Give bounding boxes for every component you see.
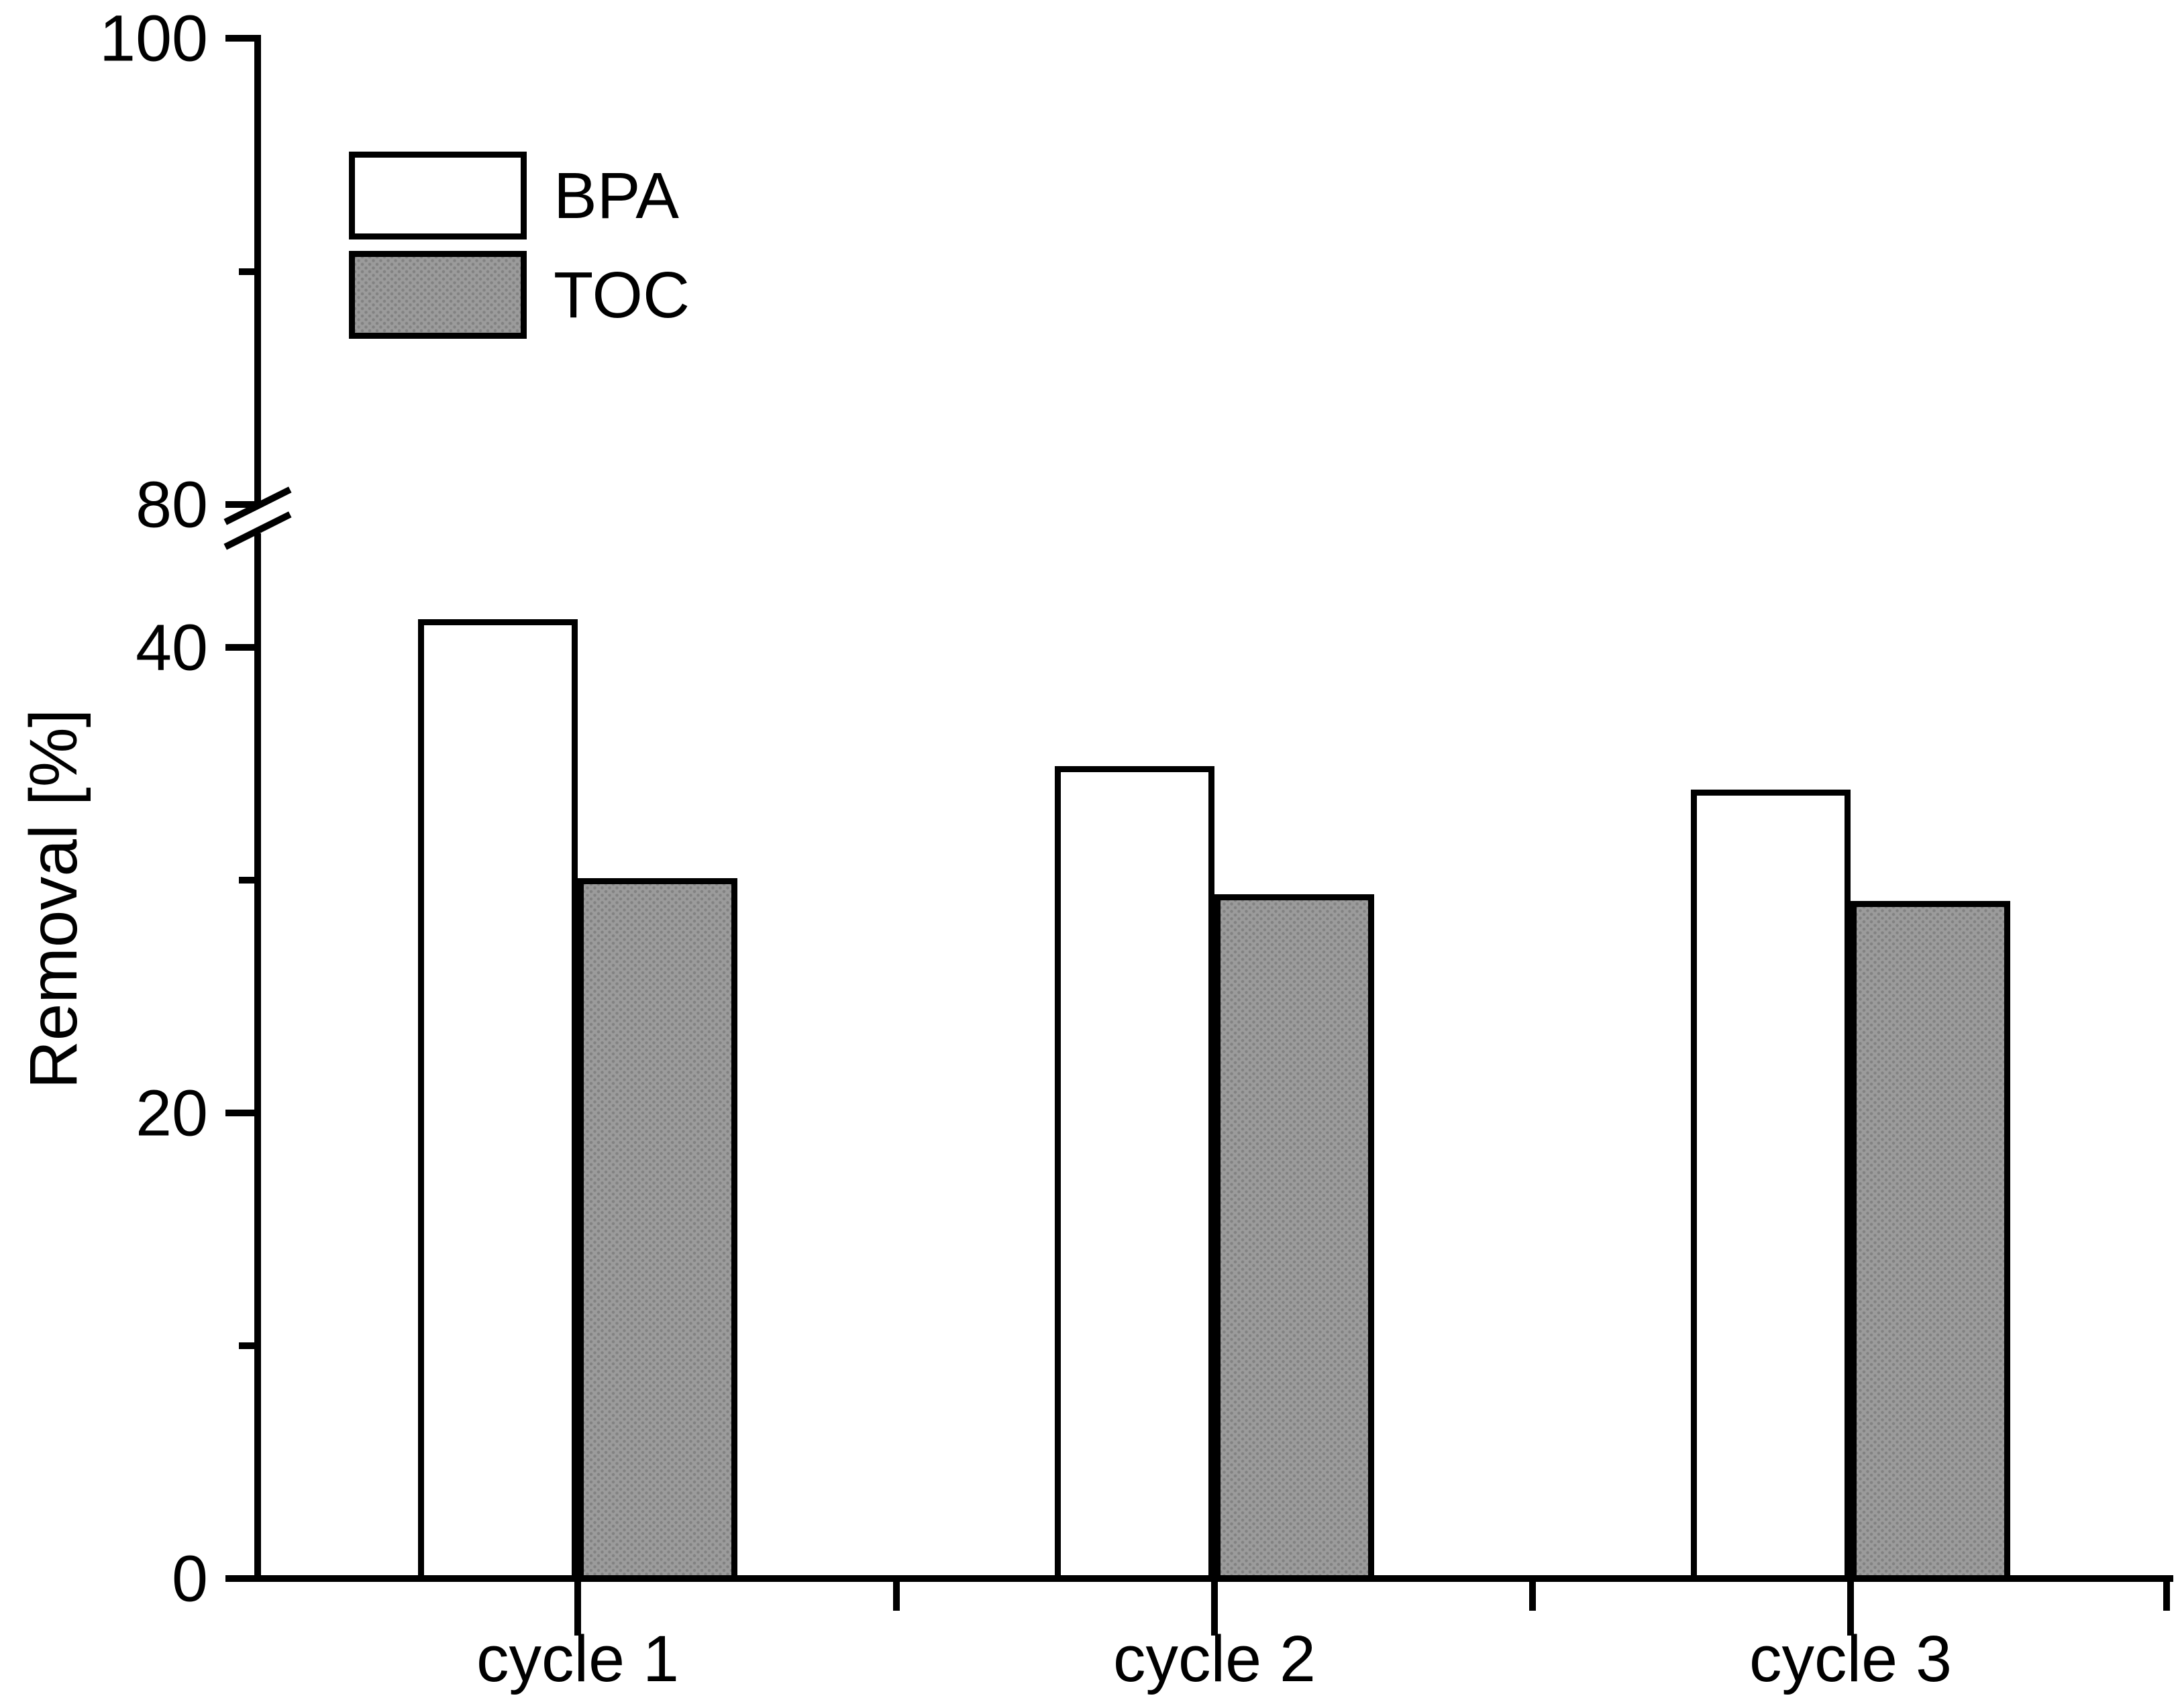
legend-item-toc: TOC [349,251,690,339]
y-axis-title: Removal [%] [16,708,91,1089]
legend-label-toc: TOC [554,258,690,331]
legend-swatch-bpa [349,152,527,239]
bar-toc-cycle-3 [1851,901,2010,1582]
y-axis-lower-segment [254,533,261,1582]
y-minor-tick [239,1342,258,1349]
legend: BPA TOC [349,152,690,339]
x-category-label: cycle 1 [476,1622,679,1695]
y-minor-tick [239,877,258,884]
x-minor-tick [892,1579,900,1611]
y-tick-label: 100 [99,1,208,75]
y-tick-label: 80 [136,468,208,541]
y-tick-label: 40 [136,610,208,684]
x-major-tick [574,1579,581,1636]
y-major-tick [225,644,258,651]
bar-bpa-cycle-2 [1055,765,1214,1582]
y-major-tick [225,35,258,42]
x-category-label: cycle 3 [1749,1622,1952,1695]
x-major-tick [1211,1579,1218,1636]
legend-label-bpa: BPA [554,159,679,232]
legend-item-bpa: BPA [349,152,690,239]
x-minor-tick [1529,1579,1536,1611]
y-major-tick [225,1575,258,1582]
y-tick-label: 20 [136,1076,208,1150]
x-category-label: cycle 2 [1113,1622,1316,1695]
y-minor-tick [239,268,258,275]
bar-bpa-cycle-1 [418,619,578,1582]
x-axis-end-tick [2163,1579,2170,1611]
y-axis-upper-segment [254,35,261,508]
bar-toc-cycle-2 [1214,894,1374,1582]
y-tick-label: 0 [172,1542,208,1615]
bar-bpa-cycle-3 [1691,789,1851,1582]
bar-toc-cycle-1 [578,877,737,1582]
y-major-tick [225,1110,258,1116]
legend-swatch-toc [349,251,527,339]
y-major-tick [225,501,258,508]
x-major-tick [1847,1579,1854,1636]
